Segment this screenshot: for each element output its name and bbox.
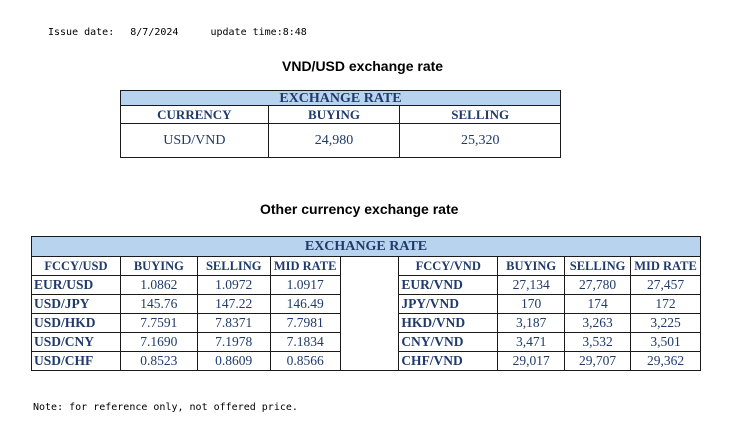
mid-rate-cell: 146.49: [269, 294, 341, 314]
col-header-buying: BUYING: [267, 105, 401, 124]
table-row: USD/CNY 7.1690 7.1978 7.1834 CNY/VND 3,4…: [31, 332, 701, 352]
col-header-currency: CURRENCY: [120, 105, 269, 124]
other-currency-table: EXCHANGE RATE FCCY/USD BUYING SELLING MI…: [31, 236, 701, 371]
selling-cell: 174: [564, 294, 632, 314]
buying-cell: 170: [497, 294, 566, 314]
mid-rate-cell: 7.7981: [269, 313, 341, 333]
col-header-buying: BUYING: [497, 256, 566, 276]
table-row: USD/VND 24,980 25,320: [120, 123, 561, 158]
col-header-fccy-vnd: FCCY/VND: [398, 256, 499, 276]
pair-cell: JPY/VND: [398, 294, 499, 314]
selling-cell: 29,707: [564, 351, 632, 371]
pair-cell: USD/JPY: [31, 294, 121, 314]
mid-rate-cell: 3,225: [630, 313, 701, 333]
col-header-mid-rate: MID RATE: [630, 256, 701, 276]
mid-rate-cell: 27,457: [630, 275, 701, 295]
buying-cell: 24,980: [267, 123, 401, 158]
currency-cell: USD/VND: [120, 123, 269, 158]
col-header-buying: BUYING: [119, 256, 198, 276]
col-header-selling: SELLING: [399, 105, 561, 124]
pair-cell: CHF/VND: [398, 351, 499, 371]
buying-cell: 27,134: [497, 275, 566, 295]
selling-cell: 3,263: [564, 313, 632, 333]
update-time: update time:8:48: [210, 27, 307, 38]
vnd-usd-heading: VND/USD exchange rate: [282, 58, 444, 74]
issue-date-value: 8/7/2024: [130, 27, 179, 38]
pair-cell: USD/CHF: [31, 351, 121, 371]
pair-cell: EUR/USD: [31, 275, 121, 295]
mid-rate-cell: 7.1834: [269, 332, 341, 352]
buying-cell: 29,017: [497, 351, 566, 371]
selling-cell: 0.8609: [196, 351, 271, 371]
buying-cell: 1.0862: [119, 275, 198, 295]
col-header-selling: SELLING: [564, 256, 632, 276]
table-row: USD/CHF 0.8523 0.8609 0.8566 CHF/VND 29,…: [31, 351, 701, 371]
pair-cell: USD/HKD: [31, 313, 121, 333]
exchange-rate-band: EXCHANGE RATE: [120, 90, 561, 106]
selling-cell: 7.1978: [196, 332, 271, 352]
spacer-cell: [339, 313, 400, 333]
buying-cell: 3,187: [497, 313, 566, 333]
selling-cell: 27,780: [564, 275, 632, 295]
disclaimer-note: Note: for reference only, not offered pr…: [33, 402, 298, 413]
table-row: USD/HKD 7.7591 7.8371 7.7981 HKD/VND 3,1…: [31, 313, 701, 333]
spacer-cell: [339, 275, 400, 295]
selling-cell: 147.22: [196, 294, 271, 314]
buying-cell: 3,471: [497, 332, 566, 352]
selling-cell: 25,320: [399, 123, 561, 158]
mid-rate-cell: 172: [630, 294, 701, 314]
other-currency-heading: Other currency exchange rate: [260, 201, 459, 217]
spacer-cell: [339, 351, 400, 371]
exchange-rate-band: EXCHANGE RATE: [31, 236, 701, 257]
col-header-mid-rate: MID RATE: [269, 256, 341, 276]
pair-cell: HKD/VND: [398, 313, 499, 333]
col-header-selling: SELLING: [196, 256, 271, 276]
selling-cell: 1.0972: [196, 275, 271, 295]
buying-cell: 0.8523: [119, 351, 198, 371]
spacer-cell: [339, 294, 400, 314]
table-row: EUR/USD 1.0862 1.0972 1.0917 EUR/VND 27,…: [31, 275, 701, 295]
buying-cell: 145.76: [119, 294, 198, 314]
selling-cell: 7.8371: [196, 313, 271, 333]
issue-info: Issue date: 8/7/2024 update time:8:48: [48, 27, 307, 38]
mid-rate-cell: 3,501: [630, 332, 701, 352]
table-row: USD/JPY 145.76 147.22 146.49 JPY/VND 170…: [31, 294, 701, 314]
selling-cell: 3,532: [564, 332, 632, 352]
vnd-usd-table: EXCHANGE RATE CURRENCY BUYING SELLING US…: [120, 90, 561, 158]
pair-cell: USD/CNY: [31, 332, 121, 352]
mid-rate-cell: 29,362: [630, 351, 701, 371]
pair-cell: EUR/VND: [398, 275, 499, 295]
mid-rate-cell: 1.0917: [269, 275, 341, 295]
buying-cell: 7.7591: [119, 313, 198, 333]
col-header-fccy-usd: FCCY/USD: [31, 256, 121, 276]
mid-rate-cell: 0.8566: [269, 351, 341, 371]
spacer-cell: [339, 256, 400, 276]
pair-cell: CNY/VND: [398, 332, 499, 352]
buying-cell: 7.1690: [119, 332, 198, 352]
issue-date-label: Issue date:: [48, 27, 115, 38]
spacer-cell: [339, 332, 400, 352]
